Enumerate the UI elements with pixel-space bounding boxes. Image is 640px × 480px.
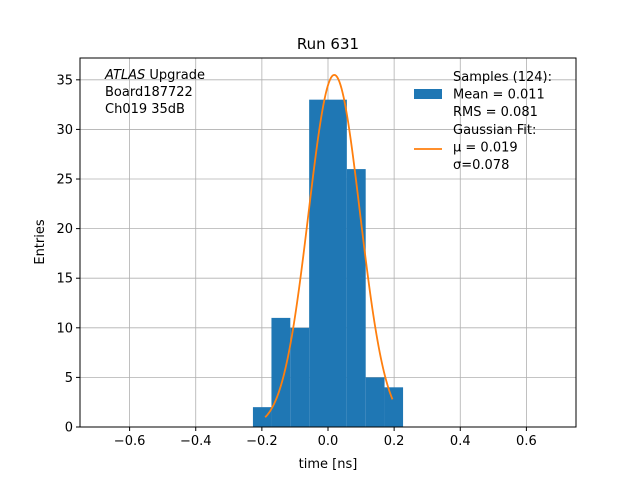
annotation-line: Board187722 <box>105 85 193 100</box>
annotation-text: Board187722 <box>105 85 193 100</box>
x-tick-label: 0.0 <box>318 434 339 449</box>
y-tick-label: 0 <box>65 421 73 436</box>
x-axis-ticks: −0.6 −0.4 −0.2 0.0 0.2 0.4 0.6 <box>114 427 537 449</box>
x-tick-label: 0.4 <box>450 434 471 449</box>
annotation-text: Upgrade <box>145 68 205 83</box>
run-annotation: ATLAS Upgrade Board187722 Ch019 35dB <box>104 68 205 117</box>
legend-entry-text: μ = 0.019 <box>453 141 518 156</box>
legend-histogram-swatch <box>414 89 442 99</box>
x-axis-label: time [ns] <box>299 457 358 472</box>
annotation-italic: ATLAS <box>104 68 145 83</box>
histogram-bar-4 <box>328 99 347 428</box>
legend-entry-text: Samples (124): <box>453 70 552 85</box>
histogram-bar-1 <box>271 317 291 427</box>
histogram-bar-3 <box>309 99 328 428</box>
x-tick-label: 0.6 <box>516 434 537 449</box>
x-tick-label: −0.2 <box>246 434 278 449</box>
y-axis-label: Entries <box>33 219 48 265</box>
y-tick-label: 10 <box>56 321 73 336</box>
histogram-bar-5 <box>346 169 366 427</box>
legend-entry-text: RMS = 0.081 <box>453 105 538 120</box>
gaussian-fit-curve <box>264 73 394 418</box>
annotation-line: ATLAS Upgrade <box>104 68 205 83</box>
y-axis-ticks: 0 5 10 15 20 25 30 35 <box>56 73 80 436</box>
histogram-bar-6 <box>365 377 385 427</box>
annotation-line: Ch019 35dB <box>105 102 185 117</box>
chart-title: Run 631 <box>297 35 359 53</box>
histogram-bar-2 <box>290 327 310 427</box>
gaussian-fit <box>264 73 394 418</box>
histogram-bar-0 <box>252 407 272 427</box>
legend-entry-text: Gaussian Fit: <box>453 123 536 138</box>
histogram-bars <box>252 99 404 428</box>
x-tick-label: −0.6 <box>114 434 146 449</box>
legend-entry-text: Mean = 0.011 <box>453 88 545 103</box>
y-tick-label: 20 <box>56 222 73 237</box>
y-tick-label: 35 <box>56 73 73 88</box>
y-tick-label: 5 <box>65 371 73 386</box>
y-tick-label: 25 <box>56 173 73 188</box>
x-tick-label: −0.4 <box>180 434 212 449</box>
annotation-text: Ch019 35dB <box>105 102 185 117</box>
histogram-bar-7 <box>384 387 404 427</box>
x-tick-label: 0.2 <box>384 434 405 449</box>
legend-entry-text: σ=0.078 <box>453 158 509 173</box>
y-tick-label: 30 <box>56 123 73 138</box>
y-tick-label: 15 <box>56 272 73 287</box>
legend: Samples (124): Mean = 0.011 RMS = 0.081 G… <box>414 70 552 173</box>
